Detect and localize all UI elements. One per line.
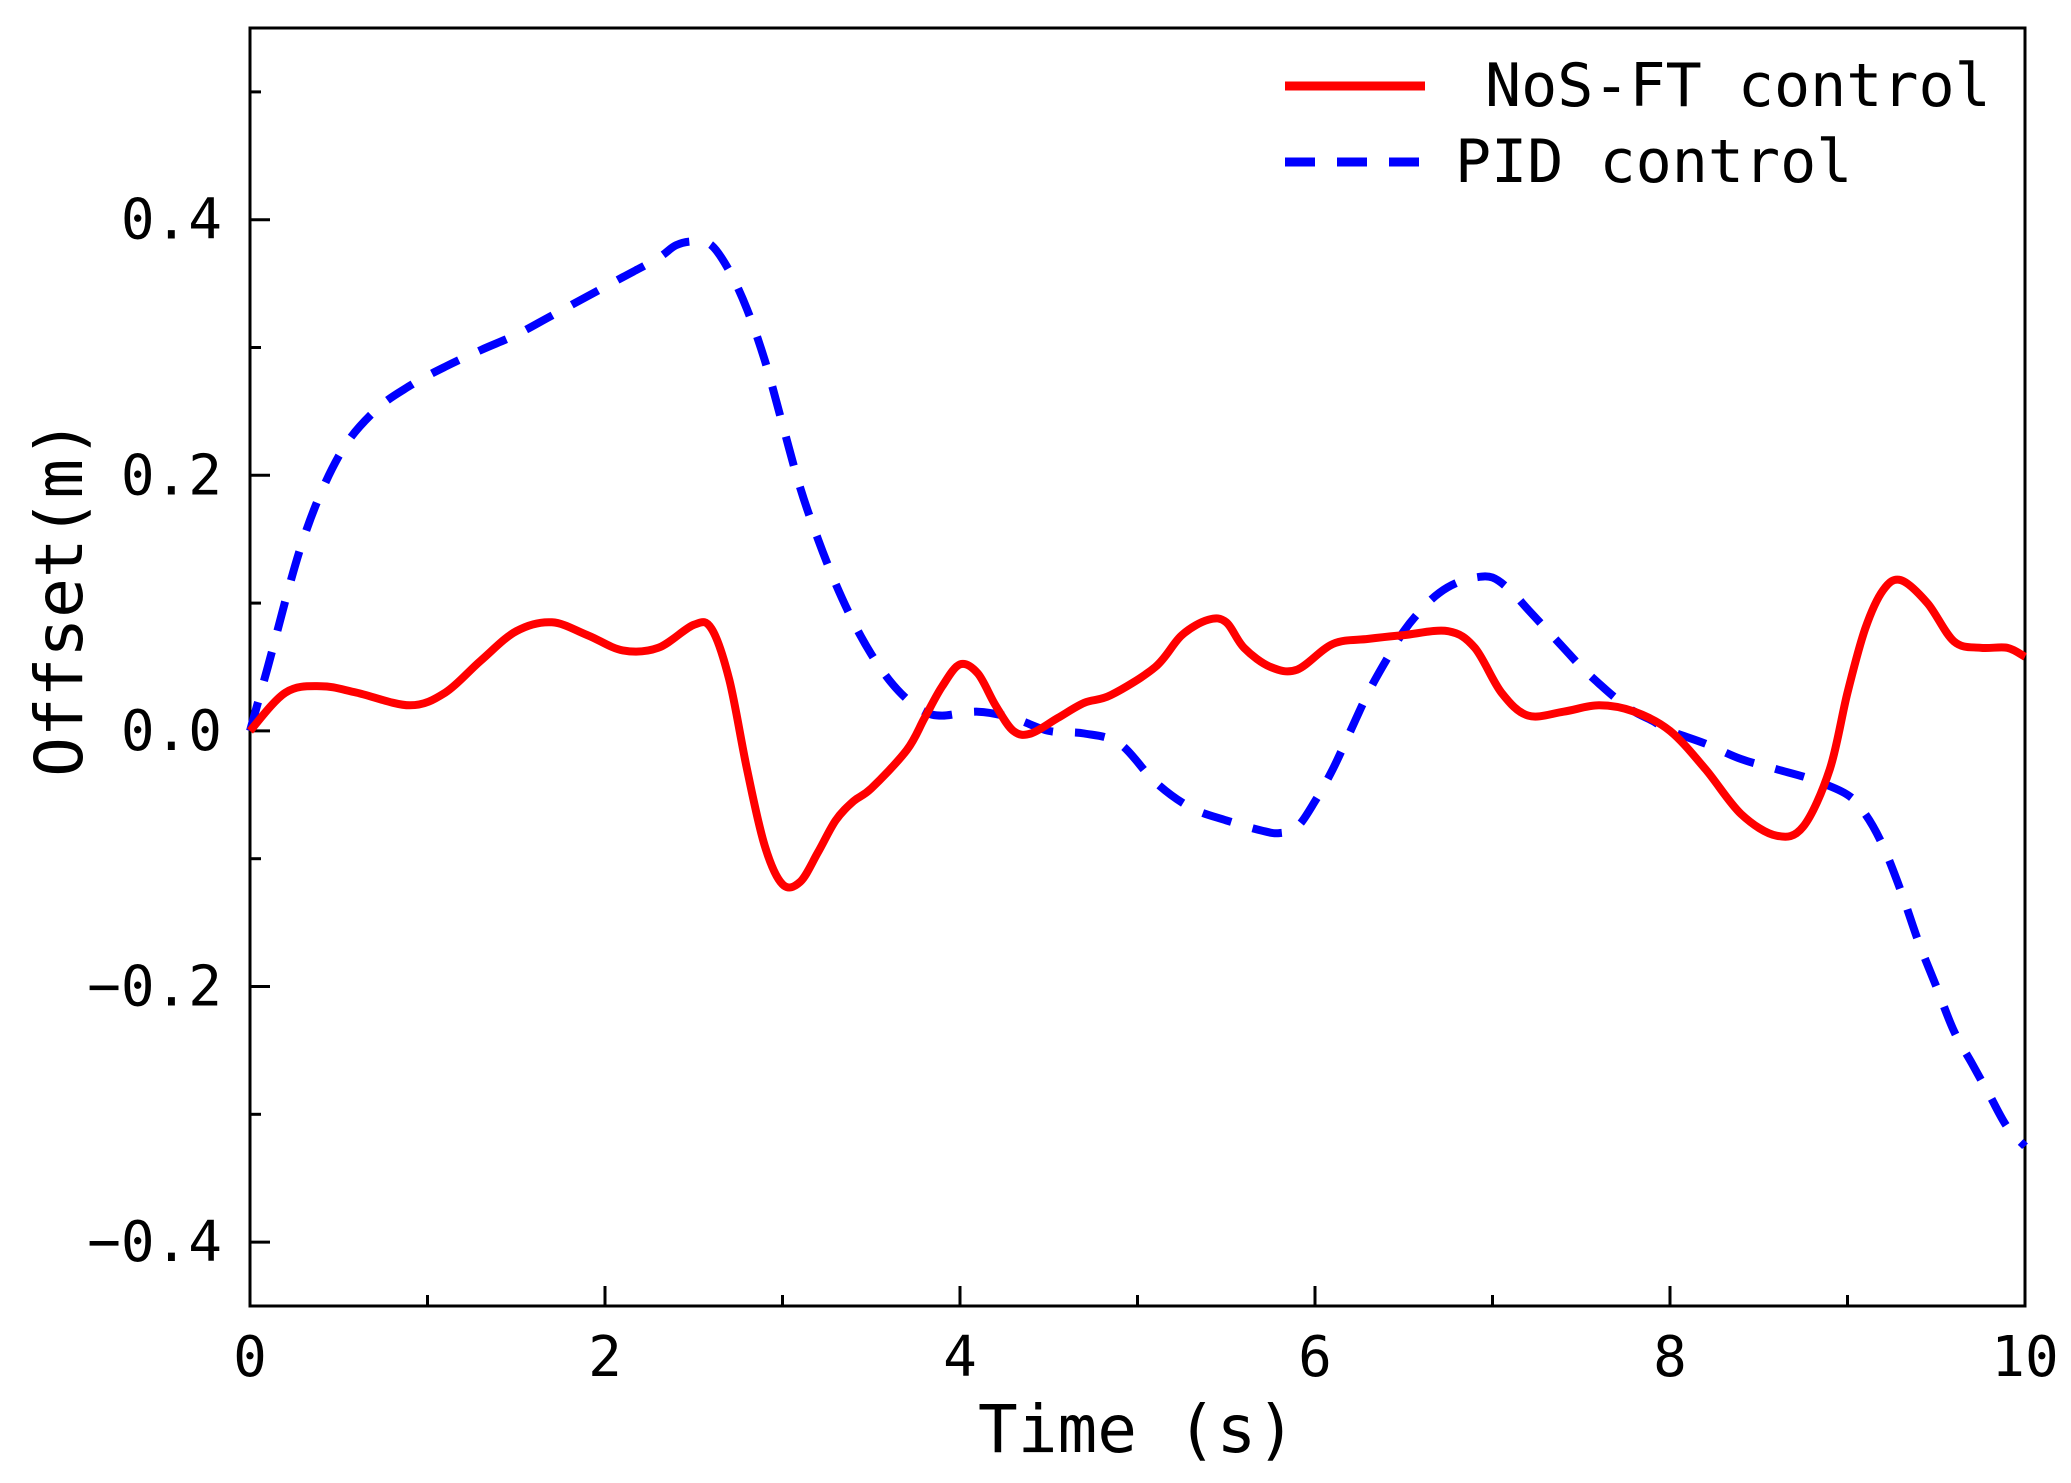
- legend-label-nos-ft: NoS-FT control: [1485, 51, 1991, 121]
- x-axis-title: Time (s): [978, 1391, 1296, 1468]
- x-tick-label: 6: [1298, 1325, 1332, 1390]
- x-tick-label: 8: [1653, 1325, 1687, 1390]
- legend-label-pid: PID control: [1455, 127, 1852, 197]
- plot-area: [248, 26, 2027, 1308]
- x-tick-label: 10: [1991, 1325, 2058, 1390]
- legend: NoS-FT control PID control: [1285, 51, 1991, 197]
- y-axis-title: Offset(m): [21, 419, 98, 777]
- x-tick-label: 2: [588, 1325, 622, 1390]
- series-layer: [246, 237, 2028, 1150]
- y-tick-label: 0.2: [121, 443, 222, 508]
- x-tick-label: 4: [943, 1325, 977, 1390]
- series-line-nos-ft: [246, 575, 2027, 892]
- axis-ticks: 0 2 4 6 8 10 −0.4 −0.2 0.0 0.2 0.4: [87, 90, 2059, 1390]
- y-tick-label: 0.4: [121, 188, 222, 253]
- y-tick-label: −0.2: [87, 955, 222, 1020]
- series-line-pid: [246, 237, 2028, 1150]
- y-tick-label: −0.4: [87, 1210, 222, 1275]
- x-tick-label: 0: [233, 1325, 267, 1390]
- y-tick-label: 0.0: [121, 699, 222, 764]
